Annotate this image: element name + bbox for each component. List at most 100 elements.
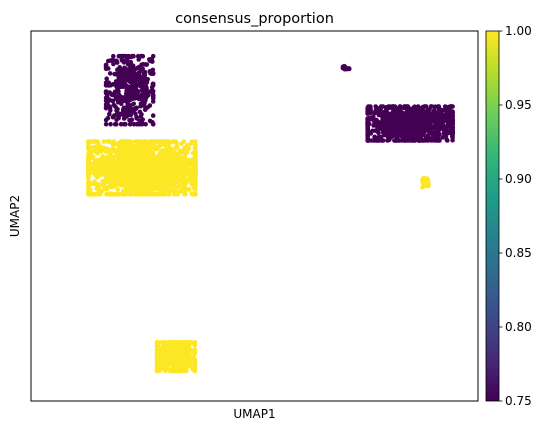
data-point bbox=[179, 158, 185, 163]
data-point bbox=[109, 179, 114, 184]
data-point bbox=[150, 94, 156, 100]
data-point bbox=[111, 61, 116, 67]
data-point bbox=[190, 192, 195, 197]
data-point bbox=[126, 110, 131, 115]
data-point bbox=[387, 113, 393, 118]
data-point bbox=[102, 168, 107, 173]
data-point bbox=[169, 346, 175, 351]
data-point bbox=[168, 177, 174, 183]
data-point bbox=[436, 119, 442, 124]
data-point bbox=[432, 104, 438, 110]
data-point bbox=[103, 163, 108, 168]
data-point bbox=[105, 146, 110, 152]
data-point bbox=[397, 132, 403, 137]
data-point bbox=[121, 110, 126, 115]
data-point bbox=[193, 139, 198, 144]
data-point bbox=[121, 67, 126, 72]
data-point bbox=[131, 53, 136, 59]
colorbar-frame bbox=[485, 30, 500, 402]
data-point bbox=[107, 90, 112, 95]
data-point bbox=[190, 166, 195, 172]
data-point bbox=[375, 127, 380, 133]
data-point bbox=[161, 150, 167, 156]
data-point bbox=[383, 130, 389, 136]
data-point bbox=[430, 111, 436, 116]
data-point bbox=[387, 137, 392, 143]
data-point bbox=[121, 53, 126, 59]
data-point bbox=[141, 175, 147, 180]
data-point bbox=[147, 139, 153, 144]
data-point bbox=[107, 139, 113, 144]
data-point bbox=[114, 117, 119, 122]
data-point bbox=[94, 172, 100, 177]
data-point bbox=[140, 186, 146, 191]
data-point bbox=[140, 192, 145, 197]
data-point bbox=[130, 191, 136, 196]
chart-title: consensus_proportion bbox=[175, 11, 334, 27]
data-point bbox=[158, 351, 164, 356]
data-point bbox=[123, 187, 129, 192]
data-point bbox=[131, 155, 136, 161]
data-point bbox=[192, 349, 197, 354]
data-point bbox=[171, 368, 176, 374]
data-point bbox=[110, 142, 116, 148]
data-point bbox=[170, 168, 175, 174]
data-point bbox=[400, 119, 406, 125]
data-point bbox=[116, 75, 121, 81]
data-point bbox=[189, 163, 194, 168]
data-point bbox=[425, 119, 430, 125]
data-point bbox=[139, 112, 144, 117]
data-point bbox=[86, 143, 91, 149]
data-point bbox=[110, 147, 115, 153]
cluster-points bbox=[86, 139, 198, 197]
data-point bbox=[89, 155, 94, 161]
data-point bbox=[413, 113, 419, 119]
data-point bbox=[430, 137, 435, 143]
data-point bbox=[193, 174, 198, 180]
data-point bbox=[157, 187, 163, 193]
data-point bbox=[405, 113, 410, 119]
data-point bbox=[92, 168, 97, 173]
data-point bbox=[128, 85, 133, 90]
data-point bbox=[110, 98, 116, 104]
data-point bbox=[402, 104, 407, 109]
data-point bbox=[131, 187, 136, 192]
data-point bbox=[143, 84, 148, 89]
data-point bbox=[182, 174, 187, 180]
data-point bbox=[185, 343, 190, 349]
colorbar-tick-label: 0.80 bbox=[505, 320, 532, 334]
data-point bbox=[173, 175, 179, 181]
data-point bbox=[172, 139, 178, 144]
data-point bbox=[189, 170, 195, 176]
data-point bbox=[117, 192, 122, 197]
data-point bbox=[117, 82, 122, 88]
data-point bbox=[423, 180, 428, 186]
data-point bbox=[114, 58, 119, 64]
data-point bbox=[123, 192, 129, 197]
data-point bbox=[156, 139, 161, 144]
data-point bbox=[147, 118, 153, 124]
data-point bbox=[128, 139, 134, 144]
data-point bbox=[372, 119, 377, 125]
data-point bbox=[135, 53, 141, 59]
data-point bbox=[116, 53, 122, 59]
data-point bbox=[393, 107, 399, 113]
data-point bbox=[108, 121, 113, 127]
data-point bbox=[380, 114, 385, 120]
data-point bbox=[121, 170, 127, 176]
data-point bbox=[410, 130, 416, 135]
data-point bbox=[153, 155, 159, 161]
data-point bbox=[412, 138, 418, 143]
data-point bbox=[95, 151, 100, 156]
data-point bbox=[175, 354, 180, 360]
data-point bbox=[172, 361, 177, 367]
data-point bbox=[188, 348, 193, 354]
data-point bbox=[166, 346, 171, 351]
data-point bbox=[111, 53, 116, 59]
data-point bbox=[115, 67, 120, 72]
data-point bbox=[402, 135, 407, 140]
data-point bbox=[144, 79, 150, 84]
data-point bbox=[436, 111, 442, 116]
data-point bbox=[162, 350, 168, 356]
data-point bbox=[432, 133, 437, 139]
